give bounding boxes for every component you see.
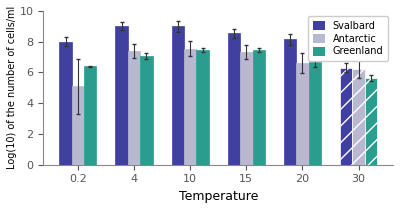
Bar — [184, 49, 196, 165]
Bar — [352, 69, 365, 165]
Bar — [296, 63, 309, 165]
X-axis label: Temperature: Temperature — [178, 190, 258, 203]
Bar — [172, 26, 184, 165]
Bar — [240, 52, 252, 165]
Bar — [128, 51, 140, 165]
Legend: Svalbard, Antarctic, Greenland: Svalbard, Antarctic, Greenland — [308, 16, 388, 61]
Bar — [252, 50, 265, 165]
Bar — [59, 42, 72, 165]
Bar — [116, 26, 128, 165]
Bar — [340, 68, 352, 165]
Bar — [365, 78, 377, 165]
Bar — [84, 66, 96, 165]
Bar — [228, 33, 240, 165]
Bar — [284, 39, 296, 165]
Bar — [196, 50, 209, 165]
Bar — [72, 86, 84, 165]
Bar — [140, 56, 152, 165]
Y-axis label: Log(10) of the number of cells/ml: Log(10) of the number of cells/ml — [7, 6, 17, 169]
Bar — [309, 62, 321, 165]
